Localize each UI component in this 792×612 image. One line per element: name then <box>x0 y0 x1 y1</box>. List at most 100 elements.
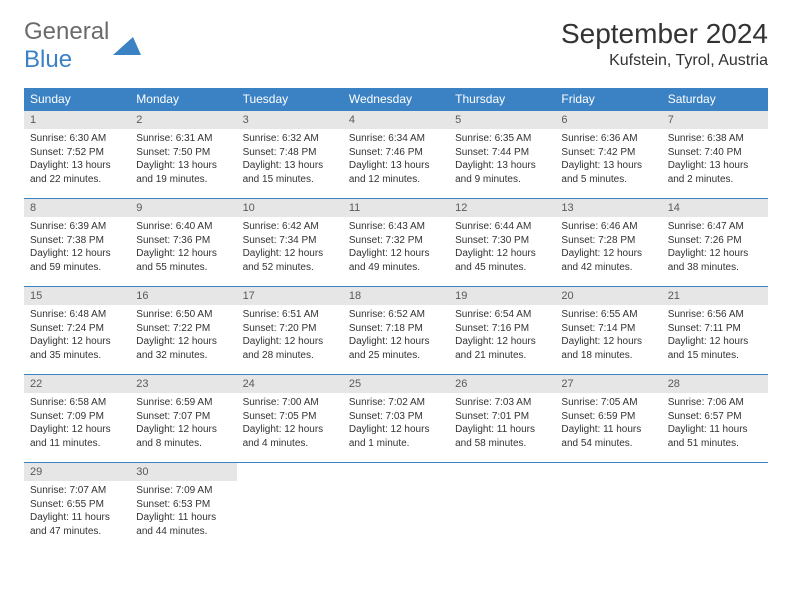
calendar-cell: 17Sunrise: 6:51 AMSunset: 7:20 PMDayligh… <box>237 287 343 375</box>
calendar-cell: 23Sunrise: 6:59 AMSunset: 7:07 PMDayligh… <box>130 375 236 463</box>
calendar-cell: 10Sunrise: 6:42 AMSunset: 7:34 PMDayligh… <box>237 199 343 287</box>
day-number: 16 <box>130 287 236 305</box>
day-details: Sunrise: 6:52 AMSunset: 7:18 PMDaylight:… <box>343 305 449 368</box>
calendar-cell: 8Sunrise: 6:39 AMSunset: 7:38 PMDaylight… <box>24 199 130 287</box>
day-number: 21 <box>662 287 768 305</box>
calendar-cell: 20Sunrise: 6:55 AMSunset: 7:14 PMDayligh… <box>555 287 661 375</box>
day-number: 1 <box>24 111 130 129</box>
day-number: 14 <box>662 199 768 217</box>
calendar-row: 1Sunrise: 6:30 AMSunset: 7:52 PMDaylight… <box>24 111 768 199</box>
weekday-header: Monday <box>130 88 236 111</box>
calendar-cell: 29Sunrise: 7:07 AMSunset: 6:55 PMDayligh… <box>24 463 130 551</box>
day-number: 25 <box>343 375 449 393</box>
day-number: 29 <box>24 463 130 481</box>
month-title: September 2024 <box>561 18 768 50</box>
day-number: 17 <box>237 287 343 305</box>
calendar-cell: 13Sunrise: 6:46 AMSunset: 7:28 PMDayligh… <box>555 199 661 287</box>
day-details: Sunrise: 6:46 AMSunset: 7:28 PMDaylight:… <box>555 217 661 280</box>
day-number: 23 <box>130 375 236 393</box>
calendar-cell: 7Sunrise: 6:38 AMSunset: 7:40 PMDaylight… <box>662 111 768 199</box>
logo: General Blue <box>24 18 141 74</box>
day-details: Sunrise: 6:34 AMSunset: 7:46 PMDaylight:… <box>343 129 449 192</box>
day-details: Sunrise: 6:40 AMSunset: 7:36 PMDaylight:… <box>130 217 236 280</box>
day-number: 26 <box>449 375 555 393</box>
day-details: Sunrise: 6:58 AMSunset: 7:09 PMDaylight:… <box>24 393 130 456</box>
calendar-cell: 3Sunrise: 6:32 AMSunset: 7:48 PMDaylight… <box>237 111 343 199</box>
day-details: Sunrise: 7:09 AMSunset: 6:53 PMDaylight:… <box>130 481 236 544</box>
day-details: Sunrise: 6:42 AMSunset: 7:34 PMDaylight:… <box>237 217 343 280</box>
calendar-cell: 12Sunrise: 6:44 AMSunset: 7:30 PMDayligh… <box>449 199 555 287</box>
calendar-row: 15Sunrise: 6:48 AMSunset: 7:24 PMDayligh… <box>24 287 768 375</box>
location: Kufstein, Tyrol, Austria <box>561 52 768 70</box>
day-number: 6 <box>555 111 661 129</box>
calendar-cell: 4Sunrise: 6:34 AMSunset: 7:46 PMDaylight… <box>343 111 449 199</box>
calendar-cell: 19Sunrise: 6:54 AMSunset: 7:16 PMDayligh… <box>449 287 555 375</box>
day-number: 2 <box>130 111 236 129</box>
calendar-cell: 18Sunrise: 6:52 AMSunset: 7:18 PMDayligh… <box>343 287 449 375</box>
day-number: 3 <box>237 111 343 129</box>
day-details: Sunrise: 6:39 AMSunset: 7:38 PMDaylight:… <box>24 217 130 280</box>
calendar-cell: 1Sunrise: 6:30 AMSunset: 7:52 PMDaylight… <box>24 111 130 199</box>
calendar-cell: 28Sunrise: 7:06 AMSunset: 6:57 PMDayligh… <box>662 375 768 463</box>
day-details: Sunrise: 6:30 AMSunset: 7:52 PMDaylight:… <box>24 129 130 192</box>
logo-triangle-icon <box>113 33 141 60</box>
day-number: 12 <box>449 199 555 217</box>
title-block: September 2024 Kufstein, Tyrol, Austria <box>561 18 768 70</box>
logo-text-blue: Blue <box>24 46 72 73</box>
weekday-header: Thursday <box>449 88 555 111</box>
calendar-cell: 26Sunrise: 7:03 AMSunset: 7:01 PMDayligh… <box>449 375 555 463</box>
day-details: Sunrise: 6:36 AMSunset: 7:42 PMDaylight:… <box>555 129 661 192</box>
weekday-header: Friday <box>555 88 661 111</box>
calendar-cell: 30Sunrise: 7:09 AMSunset: 6:53 PMDayligh… <box>130 463 236 551</box>
day-number: 8 <box>24 199 130 217</box>
day-details: Sunrise: 7:06 AMSunset: 6:57 PMDaylight:… <box>662 393 768 456</box>
calendar-cell <box>237 463 343 551</box>
day-details: Sunrise: 7:02 AMSunset: 7:03 PMDaylight:… <box>343 393 449 456</box>
day-details: Sunrise: 6:59 AMSunset: 7:07 PMDaylight:… <box>130 393 236 456</box>
calendar-table: SundayMondayTuesdayWednesdayThursdayFrid… <box>24 88 768 551</box>
calendar-cell <box>343 463 449 551</box>
calendar-cell <box>662 463 768 551</box>
day-number: 10 <box>237 199 343 217</box>
calendar-row: 8Sunrise: 6:39 AMSunset: 7:38 PMDaylight… <box>24 199 768 287</box>
day-details: Sunrise: 6:31 AMSunset: 7:50 PMDaylight:… <box>130 129 236 192</box>
day-details: Sunrise: 6:55 AMSunset: 7:14 PMDaylight:… <box>555 305 661 368</box>
day-details: Sunrise: 7:00 AMSunset: 7:05 PMDaylight:… <box>237 393 343 456</box>
calendar-cell: 2Sunrise: 6:31 AMSunset: 7:50 PMDaylight… <box>130 111 236 199</box>
day-number: 5 <box>449 111 555 129</box>
day-number: 19 <box>449 287 555 305</box>
calendar-body: 1Sunrise: 6:30 AMSunset: 7:52 PMDaylight… <box>24 111 768 551</box>
day-number: 11 <box>343 199 449 217</box>
day-details: Sunrise: 6:32 AMSunset: 7:48 PMDaylight:… <box>237 129 343 192</box>
weekday-header: Saturday <box>662 88 768 111</box>
calendar-cell: 24Sunrise: 7:00 AMSunset: 7:05 PMDayligh… <box>237 375 343 463</box>
calendar-cell: 11Sunrise: 6:43 AMSunset: 7:32 PMDayligh… <box>343 199 449 287</box>
calendar-row: 29Sunrise: 7:07 AMSunset: 6:55 PMDayligh… <box>24 463 768 551</box>
day-number: 28 <box>662 375 768 393</box>
day-number: 18 <box>343 287 449 305</box>
day-details: Sunrise: 6:56 AMSunset: 7:11 PMDaylight:… <box>662 305 768 368</box>
calendar-cell <box>555 463 661 551</box>
day-number: 22 <box>24 375 130 393</box>
day-details: Sunrise: 6:54 AMSunset: 7:16 PMDaylight:… <box>449 305 555 368</box>
day-number: 15 <box>24 287 130 305</box>
day-details: Sunrise: 6:51 AMSunset: 7:20 PMDaylight:… <box>237 305 343 368</box>
calendar-cell: 6Sunrise: 6:36 AMSunset: 7:42 PMDaylight… <box>555 111 661 199</box>
day-details: Sunrise: 6:50 AMSunset: 7:22 PMDaylight:… <box>130 305 236 368</box>
day-number: 30 <box>130 463 236 481</box>
weekday-header: Tuesday <box>237 88 343 111</box>
day-details: Sunrise: 6:43 AMSunset: 7:32 PMDaylight:… <box>343 217 449 280</box>
logo-text-general: General <box>24 18 109 45</box>
day-details: Sunrise: 6:38 AMSunset: 7:40 PMDaylight:… <box>662 129 768 192</box>
calendar-cell: 25Sunrise: 7:02 AMSunset: 7:03 PMDayligh… <box>343 375 449 463</box>
weekday-header-row: SundayMondayTuesdayWednesdayThursdayFrid… <box>24 88 768 111</box>
day-details: Sunrise: 6:47 AMSunset: 7:26 PMDaylight:… <box>662 217 768 280</box>
header: General Blue September 2024 Kufstein, Ty… <box>24 18 768 74</box>
calendar-cell: 14Sunrise: 6:47 AMSunset: 7:26 PMDayligh… <box>662 199 768 287</box>
day-number: 4 <box>343 111 449 129</box>
calendar-cell: 15Sunrise: 6:48 AMSunset: 7:24 PMDayligh… <box>24 287 130 375</box>
calendar-cell: 22Sunrise: 6:58 AMSunset: 7:09 PMDayligh… <box>24 375 130 463</box>
weekday-header: Wednesday <box>343 88 449 111</box>
day-details: Sunrise: 7:05 AMSunset: 6:59 PMDaylight:… <box>555 393 661 456</box>
calendar-row: 22Sunrise: 6:58 AMSunset: 7:09 PMDayligh… <box>24 375 768 463</box>
